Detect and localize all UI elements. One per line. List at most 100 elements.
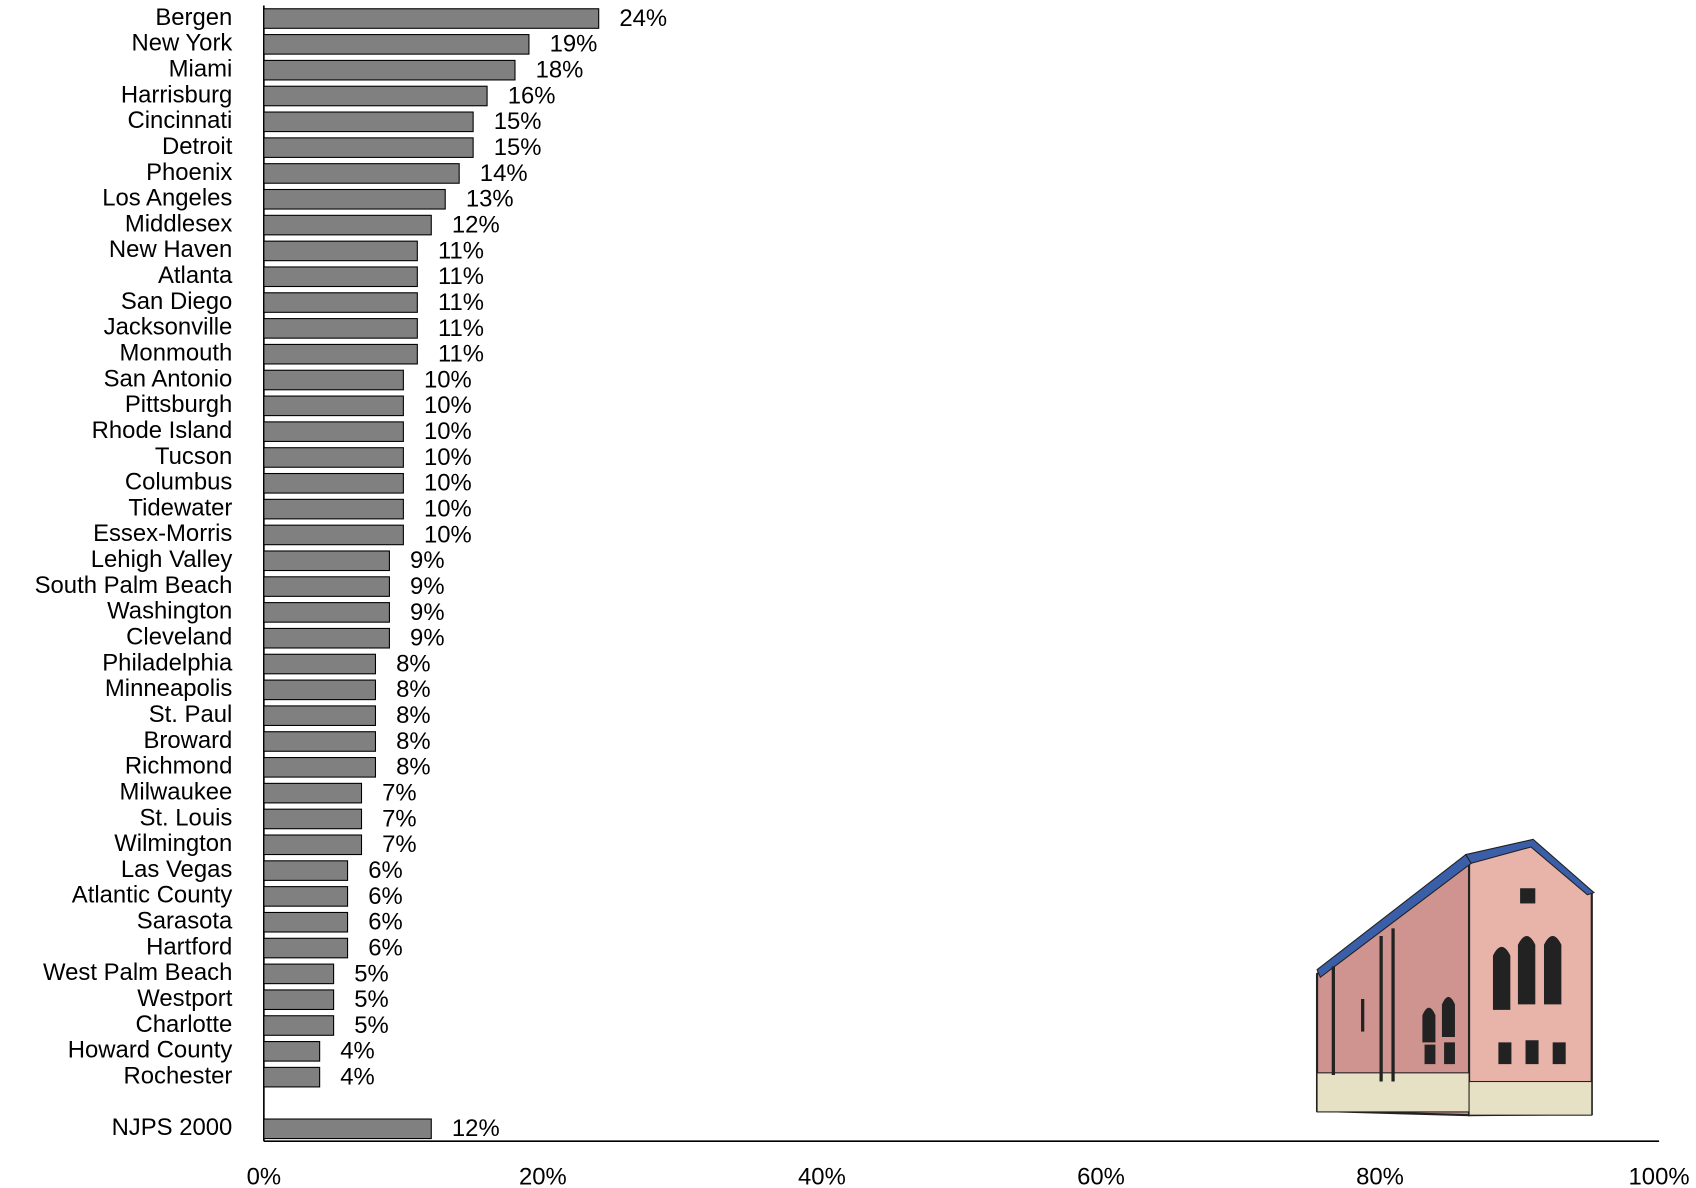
bar	[263, 85, 488, 107]
y-tick-label: Atlantic County	[72, 882, 233, 909]
y-tick-label: Detroit	[162, 133, 233, 160]
data-label: 11%	[438, 315, 484, 342]
data-label: 24%	[619, 5, 667, 32]
data-label: 12%	[452, 211, 500, 238]
y-tick-label: Atlanta	[158, 262, 233, 289]
data-label: 9%	[410, 599, 445, 626]
bar	[263, 343, 418, 365]
y-tick-label: Cincinnati	[128, 107, 233, 134]
data-label: 14%	[480, 160, 528, 187]
bar	[263, 240, 418, 262]
y-tick-label: Washington	[107, 598, 232, 625]
y-tick-label: Essex-Morris	[93, 520, 232, 547]
bar	[263, 731, 377, 752]
y-tick-label: San Diego	[121, 288, 233, 315]
y-tick-label: Charlotte	[135, 1011, 232, 1038]
data-label: 8%	[396, 728, 431, 755]
y-tick-label: NJPS 2000	[112, 1114, 233, 1141]
y-tick-label: Middlesex	[125, 210, 233, 237]
bar	[263, 989, 335, 1011]
bar	[263, 292, 418, 313]
data-label: 5%	[354, 986, 389, 1013]
bar	[263, 602, 390, 623]
data-label: 18%	[536, 57, 584, 84]
bar	[263, 472, 404, 494]
bar	[263, 266, 418, 288]
data-label: 11%	[438, 263, 484, 290]
bar	[263, 705, 377, 726]
data-label: 5%	[354, 1012, 389, 1039]
data-label: 8%	[396, 650, 431, 677]
bar	[263, 188, 446, 210]
bar	[263, 34, 530, 55]
y-tick-label: Milwaukee	[120, 778, 233, 805]
bar	[263, 369, 404, 391]
y-tick-label: Bergen	[155, 4, 232, 31]
data-label: 10%	[424, 366, 472, 393]
data-label: 9%	[410, 625, 445, 652]
bar	[263, 679, 377, 701]
data-label: 5%	[354, 960, 389, 987]
bar	[263, 834, 363, 856]
bar	[263, 498, 404, 520]
data-label: 13%	[466, 186, 514, 213]
y-tick-label: Minneapolis	[105, 675, 232, 702]
building-clipart	[1315, 838, 1596, 1117]
data-label: 4%	[340, 1064, 375, 1091]
bar	[263, 59, 516, 81]
y-tick-label: Columbus	[125, 469, 233, 496]
y-tick-label: Sarasota	[137, 908, 233, 935]
bar	[263, 653, 377, 675]
data-label: 4%	[340, 1038, 375, 1065]
x-tick-label: 20%	[519, 1163, 567, 1188]
y-tick-label: Rochester	[124, 1062, 233, 1089]
data-label: 7%	[382, 805, 417, 832]
y-tick-label: Cleveland	[126, 624, 232, 651]
y-tick-label: Jacksonville	[104, 314, 233, 341]
data-label: 6%	[368, 857, 403, 884]
y-tick-label: Lehigh Valley	[91, 546, 233, 573]
y-tick-label: Miami	[169, 55, 233, 82]
bar	[263, 111, 474, 133]
y-tick-label: St. Paul	[149, 701, 233, 728]
bar	[263, 447, 404, 468]
bar	[263, 318, 418, 339]
y-tick-label: West Palm Beach	[43, 959, 232, 986]
data-label: 10%	[424, 496, 472, 523]
data-label: 16%	[508, 82, 556, 109]
x-tick-label: 60%	[1077, 1163, 1125, 1188]
data-label: 11%	[438, 289, 484, 316]
y-tick-label: Los Angeles	[102, 185, 232, 212]
bar	[263, 860, 349, 881]
y-tick-label: Howard County	[68, 1037, 233, 1064]
bar	[263, 137, 474, 158]
bar	[263, 1118, 432, 1140]
data-label: 6%	[368, 934, 403, 961]
bar	[263, 808, 363, 830]
y-tick-label: Richmond	[125, 753, 232, 780]
bar	[263, 627, 390, 649]
data-label: 9%	[410, 573, 445, 600]
data-label: 10%	[424, 521, 472, 548]
y-tick-label: New York	[131, 30, 232, 57]
bar	[263, 524, 404, 546]
data-label: 7%	[382, 831, 417, 858]
bar	[263, 1015, 335, 1036]
x-tick-label: 40%	[798, 1163, 846, 1188]
y-tick-label: Wilmington	[114, 830, 232, 857]
x-tick-label: 0%	[247, 1163, 282, 1188]
data-label: 6%	[368, 909, 403, 936]
bar	[263, 8, 600, 29]
data-label: 6%	[368, 883, 403, 910]
data-label: 10%	[424, 444, 472, 471]
data-label: 8%	[396, 702, 431, 729]
data-label: 11%	[438, 237, 484, 264]
bar	[263, 963, 335, 985]
y-tick-label: Phoenix	[146, 159, 232, 186]
data-label: 8%	[396, 754, 431, 781]
y-tick-label: Westport	[137, 985, 232, 1012]
y-tick-label: San Antonio	[104, 365, 233, 392]
data-label: 19%	[550, 31, 598, 58]
